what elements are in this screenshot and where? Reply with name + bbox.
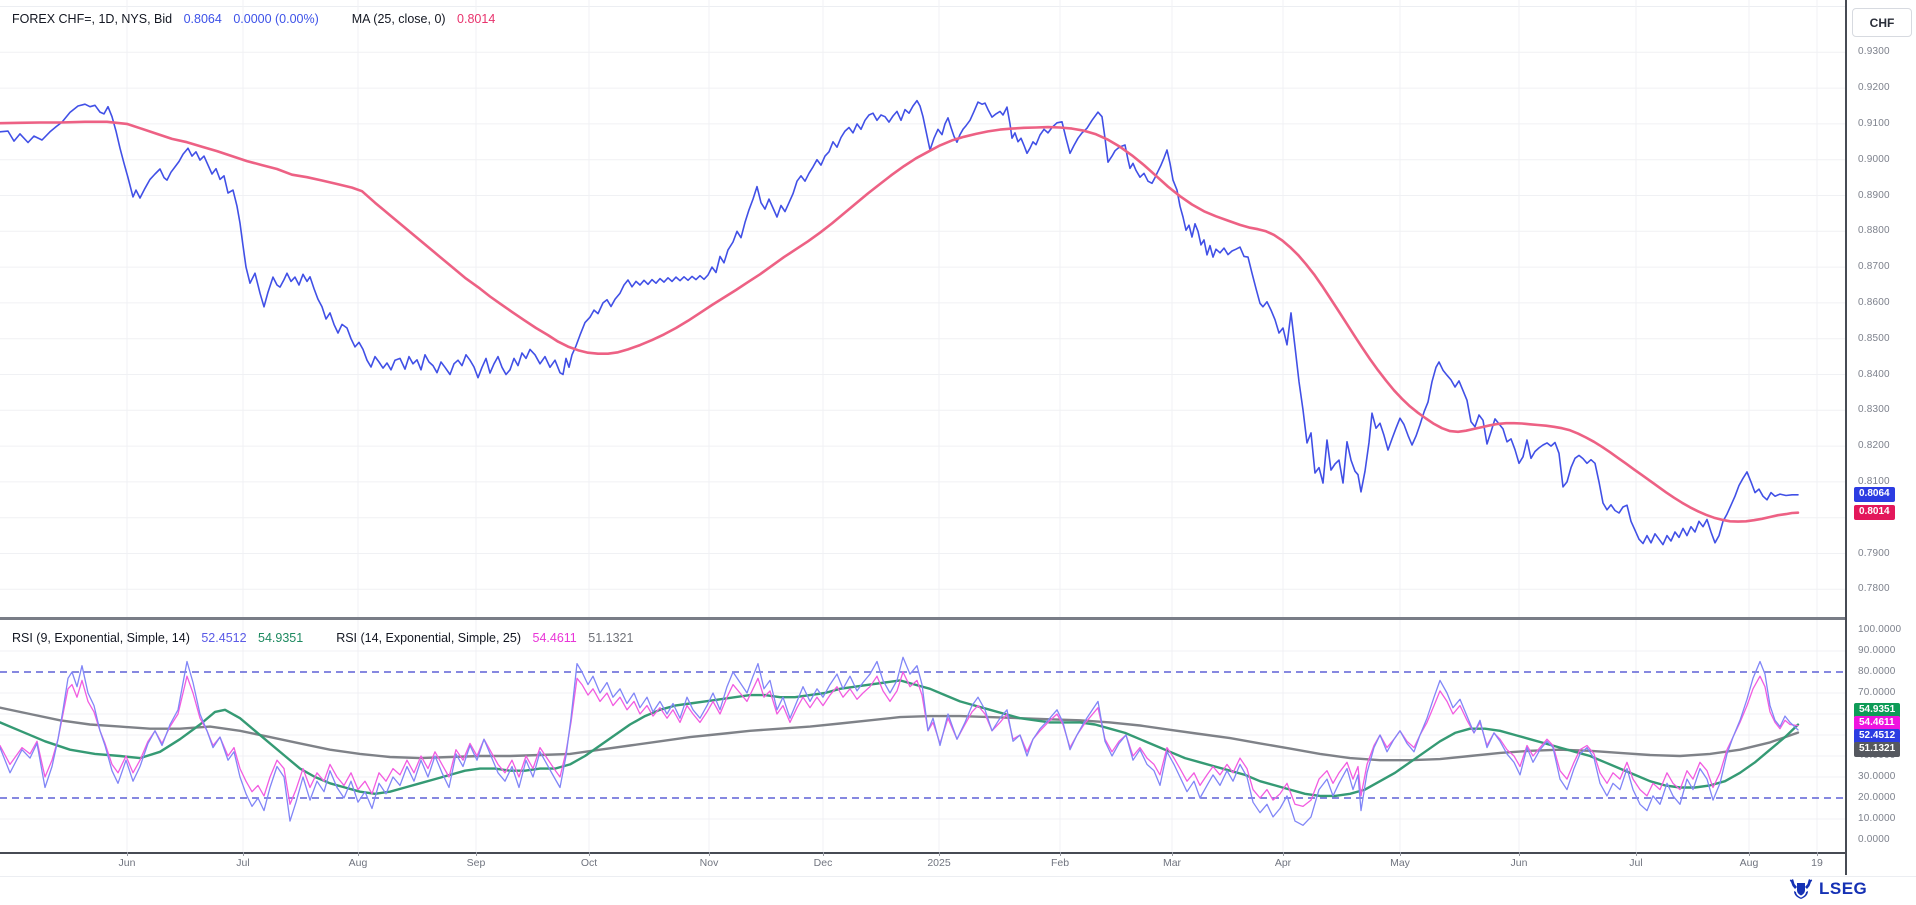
price-axis-label: 0.9000	[1858, 154, 1890, 165]
time-axis-label: Aug	[348, 857, 368, 869]
time-axis-label: 19	[1811, 857, 1823, 869]
rsi-9-smoothed-simple-14--line[interactable]	[0, 679, 1800, 798]
rsi-axis-badge: 54.4611	[1854, 716, 1900, 731]
last-price-value: 0.8064	[183, 12, 222, 26]
rsi-axis-label: 100.0000	[1858, 624, 1902, 635]
price-axis-label: 0.7800	[1858, 583, 1890, 594]
rsi-14-exponential--line[interactable]	[0, 671, 1799, 808]
time-axis-tick	[358, 852, 359, 856]
rsi14-study-label: RSI (14, Exponential, Simple, 25)	[336, 631, 522, 645]
time-axis-label: Mar	[1162, 857, 1182, 869]
time-axis-label: Sep	[466, 857, 486, 869]
time-axis-label: Feb	[1050, 857, 1070, 869]
time-axis-tick	[1636, 852, 1637, 856]
currency-toggle-button[interactable]: CHF	[1852, 8, 1912, 37]
time-axis-tick	[1283, 852, 1284, 856]
price-axis-label: 0.8100	[1858, 476, 1890, 487]
price-legend[interactable]: FOREX CHF=, 1D, NYS, Bid 0.8064 0.0000 (…	[12, 12, 495, 26]
price-axis-label: 0.8400	[1858, 369, 1890, 380]
price-axis-label: 0.7900	[1858, 548, 1890, 559]
time-axis-label: Nov	[699, 857, 719, 869]
time-scale[interactable]: Jun Jul Aug Sep Oct Nov Dec 2025 Feb Mar Apr May Jun…	[0, 852, 1845, 874]
price-axis-label: 0.8600	[1858, 297, 1890, 308]
panel-separator[interactable]	[0, 617, 1916, 620]
time-axis-tick	[823, 852, 824, 856]
rsi9-smooth-value: 54.9351	[258, 631, 304, 645]
time-axis-tick	[476, 852, 477, 856]
ma-study-label: MA (25, close, 0)	[351, 12, 446, 26]
rsi-axis-label: 70.0000	[1858, 687, 1896, 698]
time-axis-tick	[709, 852, 710, 856]
lseg-logo: LSEG	[1788, 878, 1867, 900]
price-axis-badge: 0.8064	[1854, 487, 1895, 502]
time-axis-tick	[1400, 852, 1401, 856]
price-scale[interactable]: 0.9300 0.9200 0.9100 0.9000 0.8900 0.8800 0.87…	[1845, 0, 1916, 875]
time-axis-tick	[1749, 852, 1750, 856]
bid-price-line[interactable]	[0, 99, 1799, 546]
time-axis-label: Aug	[1739, 857, 1759, 869]
price-axis-badge: 0.8014	[1854, 505, 1895, 520]
rsi-axis-label: 10.0000	[1858, 813, 1896, 824]
time-axis-label: Jul	[1629, 857, 1643, 869]
lseg-crest-icon	[1789, 879, 1813, 899]
rsi-axis-badge: 54.9351	[1854, 703, 1901, 718]
price-axis-label: 0.8900	[1858, 190, 1890, 201]
rsi-legend[interactable]: RSI (9, Exponential, Simple, 14) 52.4512…	[12, 631, 633, 645]
time-axis-tick	[589, 852, 590, 856]
time-axis-tick	[1060, 852, 1061, 856]
symbol-title: FOREX CHF=, 1D, NYS, Bid	[12, 12, 173, 26]
rsi9-value: 52.4512	[201, 631, 247, 645]
time-axis-border	[0, 852, 1916, 854]
price-axis-label: 0.8700	[1858, 261, 1890, 272]
lseg-wordmark: LSEG	[1819, 879, 1868, 898]
time-axis-label: Apr	[1274, 857, 1292, 869]
rsi9-study-label: RSI (9, Exponential, Simple, 14)	[12, 631, 190, 645]
price-axis-label: 0.8500	[1858, 333, 1890, 344]
rsi-panel[interactable]	[0, 620, 1845, 852]
price-axis-label: 0.8300	[1858, 404, 1890, 415]
top-border	[0, 6, 1916, 7]
price-axis-label: 0.9200	[1858, 82, 1890, 93]
price-panel[interactable]	[0, 0, 1845, 619]
rsi14-smooth-value: 51.1321	[588, 631, 634, 645]
time-axis-label: Jun	[118, 857, 136, 869]
price-axis-label: 0.8800	[1858, 225, 1890, 236]
time-axis-label: Dec	[813, 857, 833, 869]
ma-25-close-0--line[interactable]	[0, 120, 1800, 523]
footer-border	[0, 876, 1916, 877]
price-axis-label: 0.8200	[1858, 440, 1890, 451]
time-axis-tick	[127, 852, 128, 856]
rsi-axis-badge: 52.4512	[1854, 729, 1901, 744]
time-axis-tick	[243, 852, 244, 856]
rsi-axis-label: 0.0000	[1858, 834, 1890, 845]
time-axis-label: Jul	[236, 857, 250, 869]
time-axis-label: 2025	[927, 857, 951, 869]
time-axis-label: May	[1390, 857, 1410, 869]
time-axis-tick	[1172, 852, 1173, 856]
rsi-axis-label: 80.0000	[1858, 666, 1896, 677]
time-axis-label: Oct	[580, 857, 598, 869]
price-axis-label: 0.9300	[1858, 46, 1890, 57]
ma-study-value: 0.8014	[457, 12, 496, 26]
rsi-14-smoothed-simple-25--line[interactable]	[0, 706, 1800, 762]
rsi-9-exponential--line[interactable]	[0, 656, 1799, 826]
price-change-value: 0.0000 (0.00%)	[233, 12, 319, 26]
price-axis-label: 0.9100	[1858, 118, 1890, 129]
time-axis-label: Jun	[1510, 857, 1528, 869]
rsi-axis-label: 30.0000	[1858, 771, 1896, 782]
time-axis-tick	[1817, 852, 1818, 856]
rsi14-value: 54.4611	[532, 631, 577, 645]
time-axis-tick	[939, 852, 940, 856]
rsi-axis-label: 90.0000	[1858, 645, 1896, 656]
time-axis-tick	[1519, 852, 1520, 856]
rsi-axis-badge: 51.1321	[1854, 742, 1901, 757]
rsi-axis-label: 20.0000	[1858, 792, 1896, 803]
